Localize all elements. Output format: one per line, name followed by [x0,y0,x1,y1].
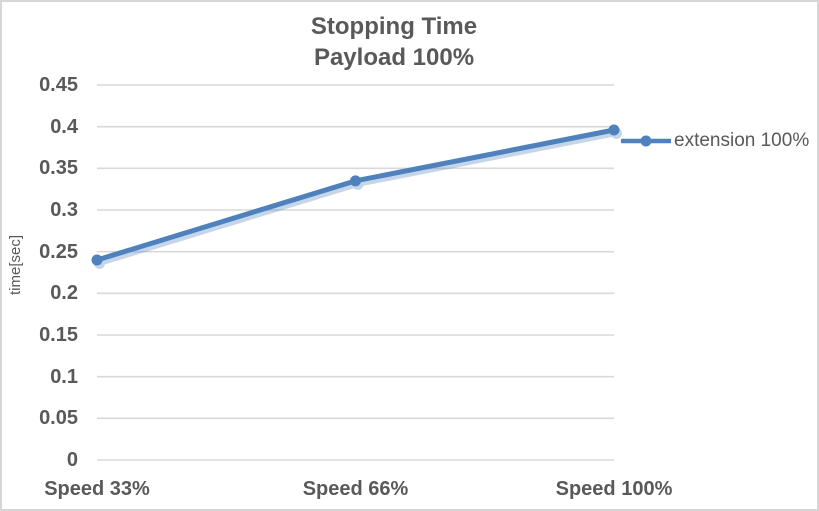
legend[interactable]: extension 100% [621,128,809,154]
y-tick-label: 0.25 [39,240,78,263]
series-shadow [94,128,622,269]
legend-line-marker-icon [621,135,671,147]
legend-label: extension 100% [674,130,810,151]
chart-title-line1: Stopping Time [310,13,478,40]
x-axis-label: Speed 100% [555,478,673,500]
y-tick-label: 0.35 [39,157,78,180]
chart-title[interactable]: Stopping Time Payload 100% [2,11,786,73]
x-axis-label: Speed 33% [44,478,150,500]
y-tick-label: 0.45 [39,74,78,96]
y-tick-label: 0.15 [39,324,78,346]
y-tick-label: 0.4 [50,115,78,138]
y-tick-label: 0 [66,449,78,471]
chart-title-line2: Payload 100% [313,44,475,71]
data-point-marker[interactable] [608,124,620,136]
x-axis-label: Speed 66% [302,478,409,500]
y-tick-label: 0.1 [50,365,78,388]
data-point-marker[interactable] [350,175,361,187]
y-tick-label: 0.2 [50,282,78,305]
y-tick-label: 0.3 [50,199,78,221]
data-point-marker[interactable] [91,254,103,266]
y-tick-label: 0.05 [39,407,78,430]
